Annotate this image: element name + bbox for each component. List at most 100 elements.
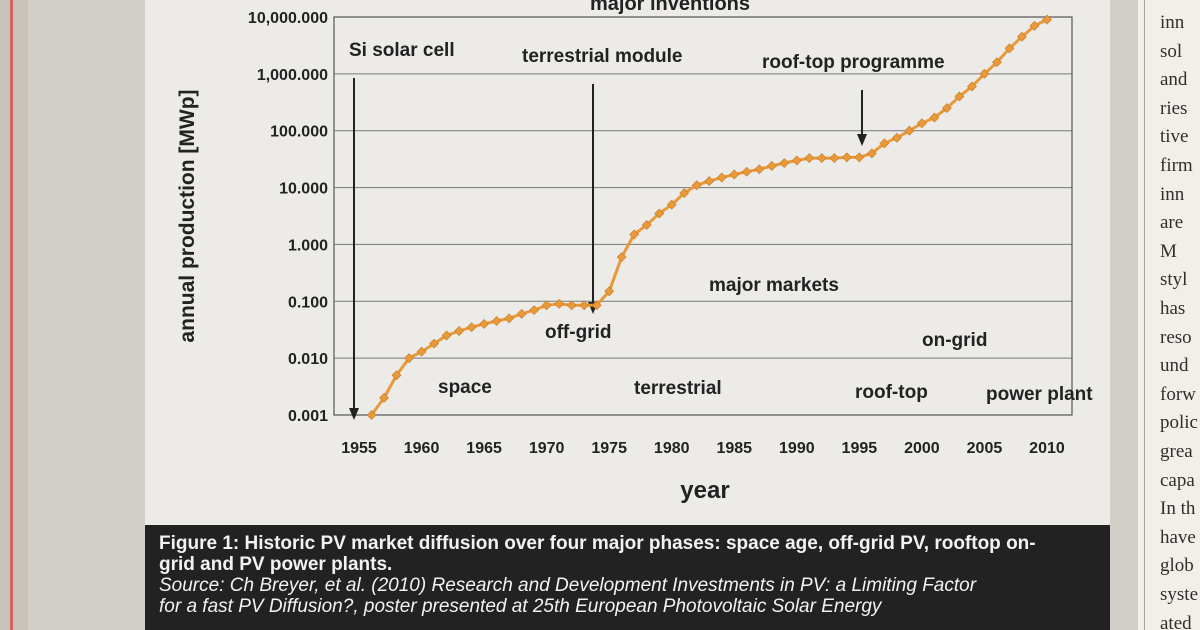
data-point [829,153,840,164]
data-point [904,125,915,136]
figure-caption: Figure 1: Historic PV market diffusion o… [145,525,1110,630]
x-tick-label: 1995 [842,440,878,457]
data-point [891,132,902,143]
x-tick-label: 2005 [967,440,1003,457]
data-point [641,220,652,230]
data-point [516,308,527,319]
x-axis-ticks: 1955 1960 1965 1970 1975 1980 1985 1990 1995 2000… [341,440,1065,457]
grid [334,16,1072,416]
column-text-fragment: inn [1160,183,1185,205]
data-point [716,172,727,183]
data-point [391,370,402,381]
x-tick-label: 1970 [529,440,565,457]
data-point [466,322,477,333]
column-divider [1144,0,1145,630]
annotation-on-grid: on-grid [922,330,987,351]
data-point [379,392,389,403]
data-point [366,410,377,420]
annotation-roof-top-programme: roof-top programme [762,52,945,73]
data-point [629,229,640,240]
column-text-fragment: capa [1160,469,1195,491]
invention-arrows [349,78,867,420]
column-text-fragment: forw [1160,383,1196,405]
column-text-fragment: polic [1160,412,1198,434]
data-point [916,118,927,129]
data-point [1017,31,1027,42]
annotation-major-markets: major markets [709,275,839,296]
column-text-fragment: ries [1160,97,1188,119]
annotation-terrestrial-module: terrestrial module [522,46,683,67]
data-point [554,298,565,309]
page-left-edge [0,0,28,630]
annotation-terrestrial: terrestrial [634,378,722,399]
plot-frame [333,16,1073,416]
data-point [491,316,502,326]
annotations: Si solar cell terrestrial module roof-to… [349,40,1093,405]
x-tick-label: 2010 [1029,440,1065,457]
x-tick-label: 2000 [904,440,940,457]
data-point [779,158,790,168]
data-point [766,161,777,171]
data-point [404,353,414,364]
x-tick-label: 1960 [404,440,440,457]
y-tick-label: 0.001 [288,408,328,425]
arrowhead-si-solar-cell [349,408,359,420]
caption-line-2: grid and PV power plants. [159,554,393,575]
data-point [754,164,765,175]
data-point [816,153,827,164]
x-tick-label: 1980 [654,440,690,457]
margin-line [10,0,13,630]
y-tick-label: 1.000 [288,237,328,254]
column-text-fragment: inn [1160,12,1185,33]
data-point [791,155,802,166]
annotation-si-solar-cell: Si solar cell [349,40,455,61]
data-point [654,208,665,219]
data-point [1029,20,1040,31]
data-point [879,138,890,149]
data-point [729,169,740,180]
data-point [804,153,815,164]
caption-line-4: for a fast PV Diffusion?, poster present… [159,596,882,617]
data-point [841,152,852,163]
data-point [954,91,965,102]
column-text-fragment: has [1160,298,1186,319]
data-point [1042,14,1052,25]
data-point [967,81,977,92]
caption-line-3: Source: Ch Breyer, et al. (2010) Researc… [159,575,977,596]
annotation-power-plant: power plant [986,384,1093,405]
data-point [479,318,490,329]
column-text-fragment: styl [1160,269,1188,291]
column-text-fragment: tive [1160,126,1189,148]
data-point [529,305,540,316]
data-point [941,103,952,114]
data-point [416,346,427,357]
y-axis-label: annual production [MWp] [176,89,199,342]
figure-panel [145,0,1110,525]
y-tick-label: 0.100 [288,294,328,311]
data-point [441,330,452,341]
annotation-space: space [438,377,492,398]
data-point [929,112,940,123]
data-point [666,199,677,210]
data-point [992,57,1002,68]
data-point [566,300,577,311]
data-point [679,188,690,199]
series-pv-production [366,14,1052,420]
data-point [741,166,752,177]
data-point [454,326,465,336]
data-point [541,300,552,311]
data-point [591,300,602,311]
x-tick-label: 1965 [466,440,502,457]
data-point [691,180,702,191]
column-text-fragment: and [1160,69,1188,91]
chart-title: major inventions [590,0,750,15]
x-tick-label: 1990 [779,440,815,457]
y-axis-ticks: 0.001 0.010 0.100 1.000 10.000 100.000 1,000.0… [248,10,328,425]
data-point [429,338,439,349]
chart: major inventions 0.001 0.010 0.100 1.000 10.… [176,0,1093,504]
column-text-fragment: reso [1160,326,1192,348]
annotation-off-grid: off-grid [545,322,611,343]
y-tick-label: 0.010 [288,351,328,368]
x-tick-label: 1955 [341,440,377,457]
